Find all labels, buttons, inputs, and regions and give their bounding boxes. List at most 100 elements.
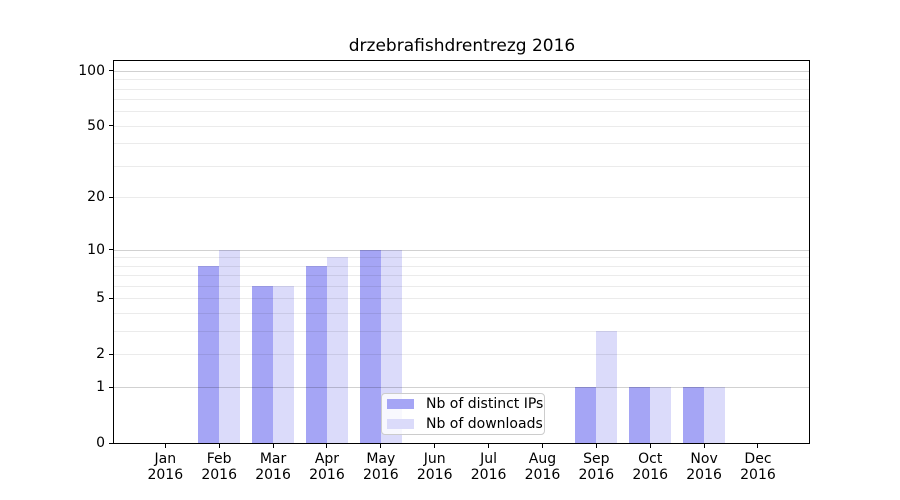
bar-distinct-ips [629,387,651,443]
x-axis-tick-label: Apr 2016 [295,451,359,483]
y-axis-tick-label: 0 [96,435,105,451]
gridline-major [114,387,809,389]
legend-row-distinct-ips: Nb of distinct IPs [387,396,544,412]
x-label-year: 2016 [309,467,345,483]
x-label-year: 2016 [740,467,776,483]
legend-swatch-downloads [387,419,414,429]
bar-distinct-ips [305,265,327,443]
x-axis-tick-label: Jul 2016 [457,451,521,483]
x-axis-tick [380,444,382,448]
y-axis-tick-label: 20 [87,189,105,206]
y-axis-tick [109,70,113,72]
x-label-month: May [366,451,396,467]
bar-distinct-ips [198,265,220,443]
legend-label-downloads: Nb of downloads [426,416,543,432]
bar-downloads [273,286,295,443]
x-axis-tick [703,444,705,448]
y-axis-tick [109,297,113,299]
legend-swatch-distinct-ips [387,399,414,409]
x-label-year: 2016 [255,467,291,483]
bar-downloads [704,387,726,443]
x-axis-tick-label: Oct 2016 [618,451,682,483]
x-axis-tick-label: Mar 2016 [241,451,305,483]
x-label-month: Apr [314,451,340,467]
gridline-major [114,249,809,251]
gridline-major [114,70,809,72]
gridline-minor [114,111,809,113]
x-label-year: 2016 [686,467,722,483]
y-axis-tick [109,442,113,444]
x-label-month: Jul [480,451,498,467]
gridline-minor [114,166,809,168]
x-label-year: 2016 [362,467,399,483]
gridline-minor [114,257,809,259]
x-label-month: Nov [690,451,718,467]
y-axis-tick-label: 10 [87,241,105,258]
gridline-minor [114,298,809,300]
y-axis-tick [109,353,113,355]
gridline-minor [114,286,809,288]
gridline-minor [114,197,809,199]
y-axis-tick [109,125,113,127]
bar-distinct-ips [683,387,705,443]
gridline-minor [114,125,809,127]
x-axis-tick-label: Nov 2016 [672,451,736,483]
gridline-minor [114,275,809,277]
x-label-year: 2016 [632,467,669,483]
legend: Nb of distinct IPs Nb of downloads [381,393,545,435]
x-axis-tick-label: Aug 2016 [510,451,574,483]
gridline-minor [114,79,809,81]
x-label-year: 2016 [578,467,615,483]
bar-downloads [219,249,241,443]
legend-label-distinct-ips: Nb of distinct IPs [426,396,544,412]
x-axis-tick-label: Jun 2016 [403,451,467,483]
x-axis-tick [649,444,651,448]
x-axis-tick [434,444,436,448]
x-axis-tick-label: May 2016 [349,451,413,483]
x-label-month: Jan [154,451,177,467]
x-axis-tick [595,444,597,448]
gridline-minor [114,265,809,267]
chart-title: drzebrafishdrentrezg 2016 [348,36,576,56]
bar-distinct-ips [575,387,597,443]
y-axis-tick [109,196,113,198]
x-label-month: Mar [259,451,287,467]
x-label-month: Oct [638,451,663,467]
x-axis-tick-label: Dec 2016 [726,451,790,483]
x-axis-tick [272,444,274,448]
legend-row-downloads: Nb of downloads [387,416,544,432]
y-axis-tick [109,249,113,251]
x-axis-tick-label: Jan 2016 [133,451,197,483]
x-label-month: Dec [744,451,772,467]
gridline-minor [114,354,809,356]
x-label-year: 2016 [524,467,561,483]
x-label-month: Aug [528,451,557,467]
y-axis-tick-label: 50 [87,117,105,134]
y-axis-tick [109,386,113,388]
x-label-year: 2016 [416,467,453,483]
bar-distinct-ips [359,249,381,443]
x-label-month: Sep [583,451,610,467]
x-axis-tick [164,444,166,448]
x-axis-tick [541,444,543,448]
y-axis-tick-label: 1 [96,379,105,396]
x-axis-tick-label: Sep 2016 [564,451,628,483]
x-axis-tick [218,444,220,448]
x-label-year: 2016 [147,467,184,483]
bar-downloads [326,257,348,443]
gridline-minor [114,88,809,90]
gridline-minor [114,143,809,145]
y-axis-tick-label: 100 [78,62,105,79]
bar-downloads [596,331,618,443]
x-axis-tick [757,444,759,448]
x-axis-tick [488,444,490,448]
x-label-month: Feb [206,451,232,467]
y-axis-tick-label: 5 [96,290,105,307]
bar-downloads [650,387,672,443]
gridline-minor [114,313,809,315]
gridline-minor [114,99,809,101]
x-axis-tick [326,444,328,448]
x-axis-tick-label: Feb 2016 [187,451,251,483]
bar-distinct-ips [252,286,274,443]
